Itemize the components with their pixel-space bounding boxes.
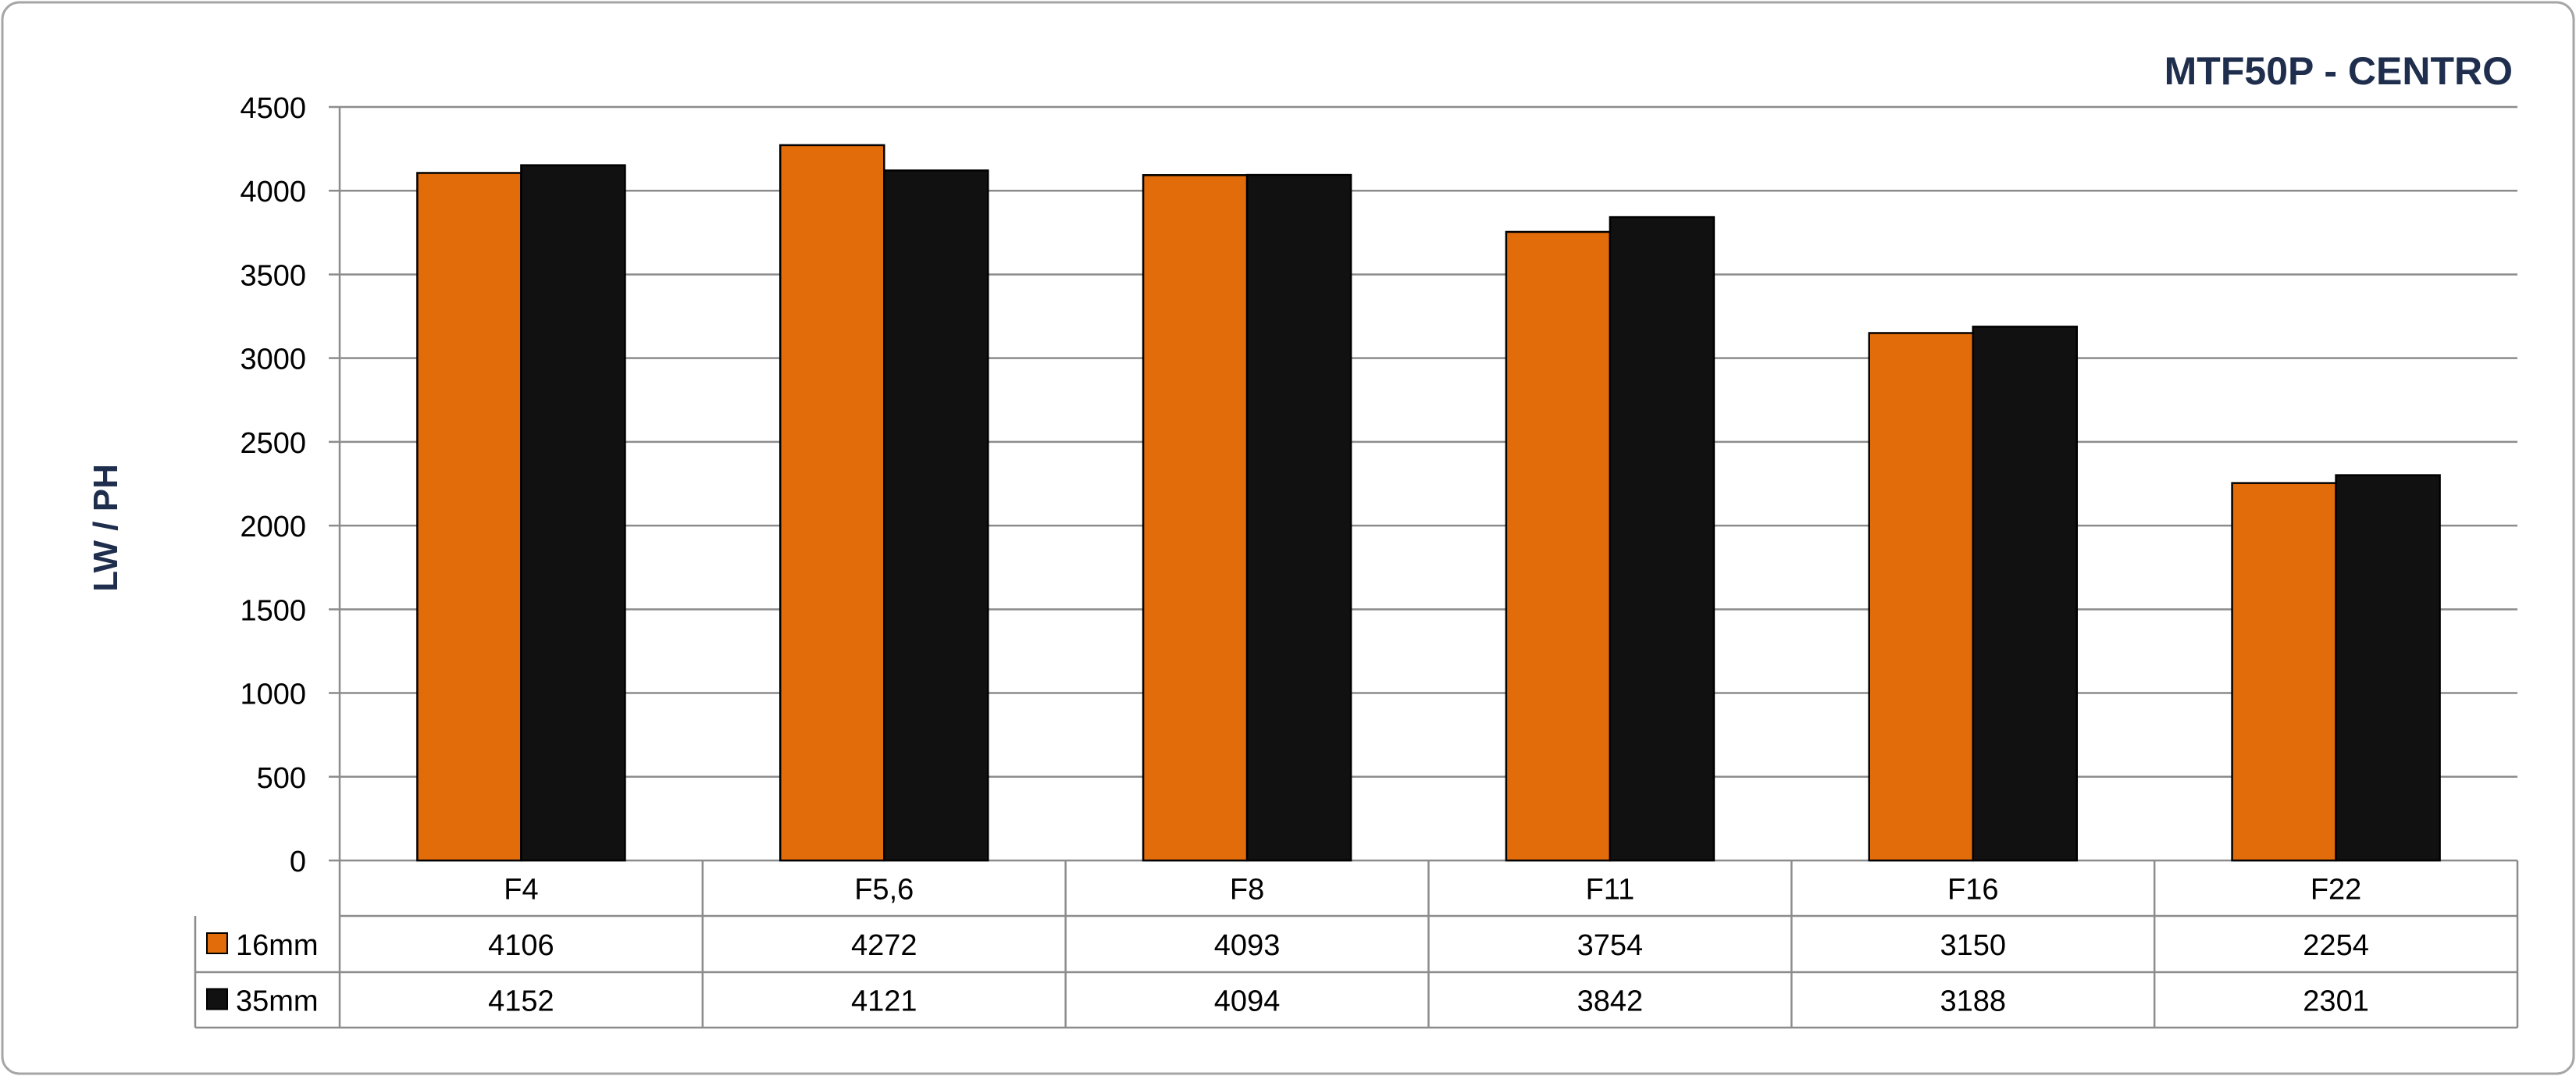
data-label: 4093 [1214,929,1281,962]
data-label: 2301 [2303,985,2369,1018]
x-tick-label: F4 [504,874,538,907]
y-axis-label: LW / PH [87,464,125,592]
bar-35mm-F4 [520,164,626,862]
y-tick-label: 0 [290,846,306,878]
y-tick-label: 4000 [240,176,306,208]
data-table: F4 F5,6 F8 F11 F16 F22 16mm 4106 4272 4093 3754 315… [194,860,2519,1029]
bar-16mm-F11 [1505,230,1612,862]
y-tick-label: 4500 [240,92,306,125]
data-label: 2254 [2303,929,2369,962]
legend-key-16mm [206,932,228,954]
data-label: 3842 [1577,985,1644,1018]
bar-16mm-F4 [416,172,522,862]
y-tick-label: 3000 [240,344,306,376]
bar-35mm-F16 [1972,326,2078,862]
bar-16mm-F22 [2231,482,2337,862]
bar-35mm-F22 [2335,474,2441,862]
x-tick-label: F16 [1947,874,1998,907]
x-tick-label: F22 [2311,874,2361,907]
bar-35mm-F8 [1245,173,1352,862]
data-label: 3188 [1940,985,2006,1018]
y-tick-label: 2500 [240,427,306,460]
chart-title: MTF50P - CENTRO [2164,49,2513,93]
gridlines [329,105,2517,862]
data-label: 3754 [1577,929,1644,962]
legend-label: 16mm [236,929,319,962]
legend-key-35mm [206,988,228,1010]
bar-35mm-F11 [1609,216,1716,862]
data-label: 4106 [488,929,554,962]
data-label: 3150 [1940,929,2006,962]
y-tick-label: 500 [257,762,306,795]
bar-16mm-F8 [1142,174,1249,862]
y-tick-label: 1000 [240,679,306,711]
bar-35mm-F5,6 [883,169,989,862]
data-label: 4152 [488,985,554,1018]
data-label: 4094 [1214,985,1281,1018]
y-tick-label: 3500 [240,259,306,292]
bar-16mm-F5,6 [779,144,885,862]
data-label: 4121 [851,985,917,1018]
y-axis-ticks: 0 500 1000 1500 2000 2500 3000 3500 4000 4500 [240,92,306,878]
x-tick-label: F5,6 [854,874,914,907]
x-tick-label: F11 [1586,874,1635,907]
bar-16mm-F16 [1868,332,1974,862]
y-tick-label: 1500 [240,594,306,627]
data-label: 4272 [851,929,917,962]
x-tick-label: F8 [1230,874,1264,907]
y-tick-label: 2000 [240,511,306,543]
legend-label: 35mm [236,985,319,1018]
bars [416,144,2441,862]
